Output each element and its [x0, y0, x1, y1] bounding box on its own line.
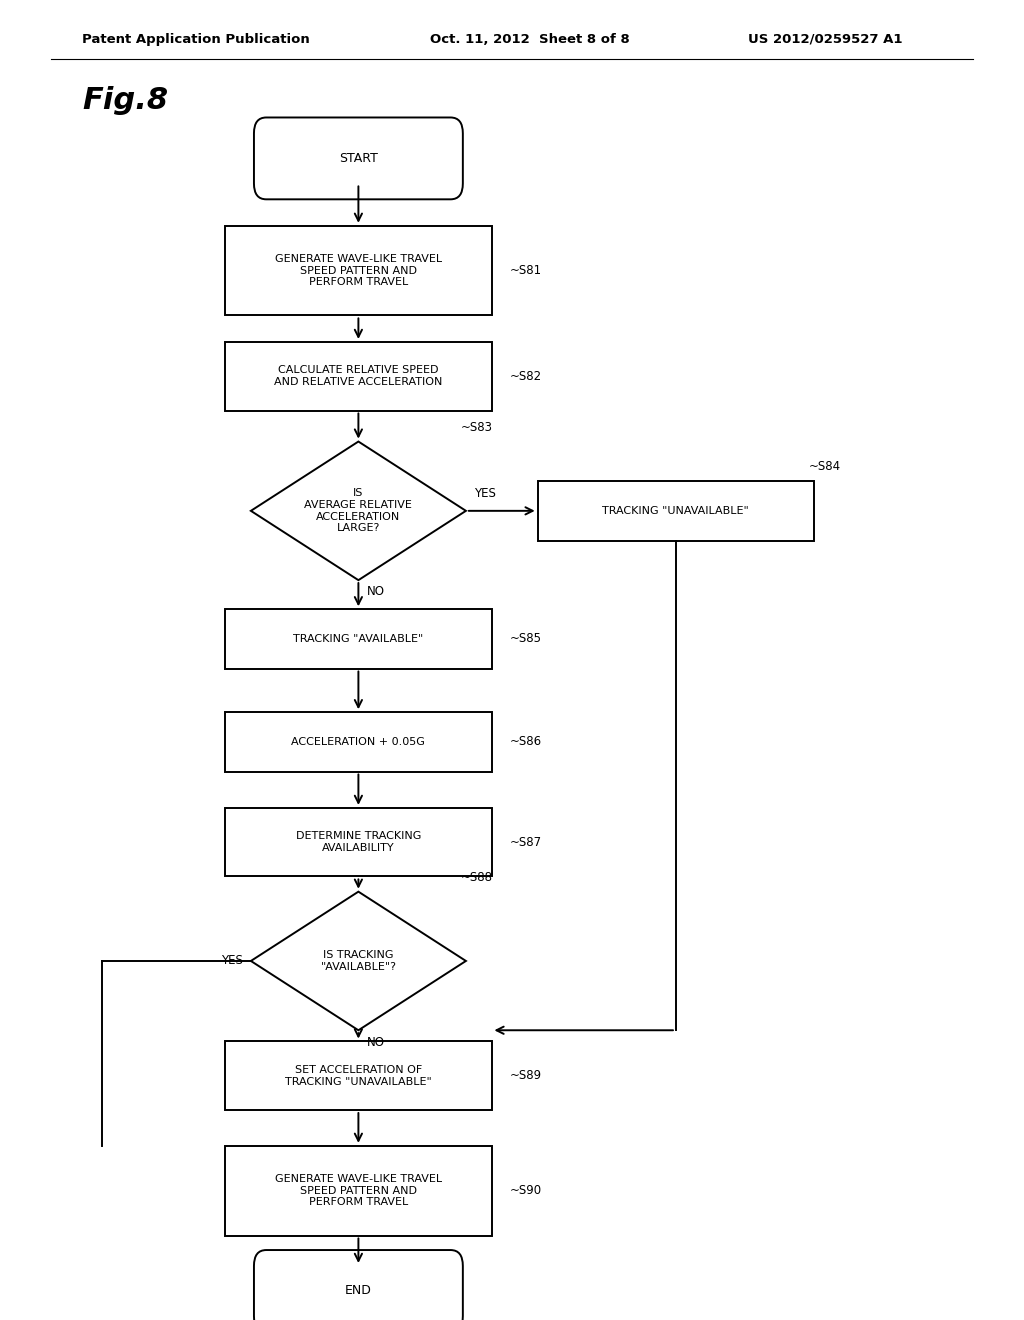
Text: Fig.8: Fig.8 [82, 86, 168, 115]
Text: Oct. 11, 2012  Sheet 8 of 8: Oct. 11, 2012 Sheet 8 of 8 [430, 33, 630, 46]
Text: ~S85: ~S85 [510, 632, 542, 645]
Text: GENERATE WAVE-LIKE TRAVEL
SPEED PATTERN AND
PERFORM TRAVEL: GENERATE WAVE-LIKE TRAVEL SPEED PATTERN … [274, 1173, 442, 1208]
Text: YES: YES [474, 487, 496, 500]
Text: ACCELERATION + 0.05G: ACCELERATION + 0.05G [292, 737, 425, 747]
FancyBboxPatch shape [254, 117, 463, 199]
Text: NO: NO [367, 1035, 385, 1048]
Text: ~S88: ~S88 [461, 871, 493, 884]
Text: GENERATE WAVE-LIKE TRAVEL
SPEED PATTERN AND
PERFORM TRAVEL: GENERATE WAVE-LIKE TRAVEL SPEED PATTERN … [274, 253, 442, 288]
Text: ~S84: ~S84 [809, 461, 841, 474]
Text: US 2012/0259527 A1: US 2012/0259527 A1 [748, 33, 902, 46]
FancyBboxPatch shape [225, 1041, 492, 1110]
FancyBboxPatch shape [538, 480, 814, 541]
Text: ~S89: ~S89 [510, 1069, 542, 1082]
Text: IS TRACKING
"AVAILABLE"?: IS TRACKING "AVAILABLE"? [321, 950, 396, 972]
FancyBboxPatch shape [225, 713, 492, 771]
FancyBboxPatch shape [254, 1250, 463, 1320]
Text: TRACKING "AVAILABLE": TRACKING "AVAILABLE" [293, 634, 424, 644]
Text: DETERMINE TRACKING
AVAILABILITY: DETERMINE TRACKING AVAILABILITY [296, 832, 421, 853]
Text: IS
AVERAGE RELATIVE
ACCELERATION
LARGE?: IS AVERAGE RELATIVE ACCELERATION LARGE? [304, 488, 413, 533]
FancyBboxPatch shape [225, 808, 492, 876]
Text: ~S86: ~S86 [510, 735, 542, 748]
Text: START: START [339, 152, 378, 165]
Text: ~S90: ~S90 [510, 1184, 542, 1197]
FancyBboxPatch shape [225, 226, 492, 315]
Text: TRACKING "UNAVAILABLE": TRACKING "UNAVAILABLE" [602, 506, 750, 516]
Text: CALCULATE RELATIVE SPEED
AND RELATIVE ACCELERATION: CALCULATE RELATIVE SPEED AND RELATIVE AC… [274, 366, 442, 387]
Text: YES: YES [221, 954, 243, 968]
Polygon shape [251, 892, 466, 1030]
Text: ~S87: ~S87 [510, 836, 542, 849]
FancyBboxPatch shape [225, 1146, 492, 1236]
FancyBboxPatch shape [225, 610, 492, 668]
Text: END: END [345, 1284, 372, 1298]
FancyBboxPatch shape [225, 342, 492, 411]
Text: ~S82: ~S82 [510, 370, 542, 383]
Text: Patent Application Publication: Patent Application Publication [82, 33, 309, 46]
Text: SET ACCELERATION OF
TRACKING "UNAVAILABLE": SET ACCELERATION OF TRACKING "UNAVAILABL… [285, 1065, 432, 1086]
Polygon shape [251, 441, 466, 581]
Text: ~S81: ~S81 [510, 264, 542, 277]
Text: ~S83: ~S83 [461, 421, 493, 433]
Text: NO: NO [367, 586, 385, 598]
